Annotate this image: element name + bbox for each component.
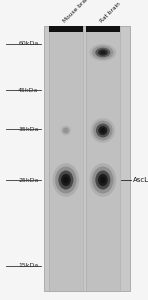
Bar [86, 26, 120, 291]
Ellipse shape [53, 163, 79, 197]
Ellipse shape [58, 170, 73, 190]
Text: 60kDa: 60kDa [18, 41, 38, 46]
Text: 15kDa: 15kDa [18, 263, 38, 268]
Ellipse shape [63, 177, 69, 183]
Ellipse shape [55, 167, 77, 194]
Ellipse shape [98, 174, 108, 186]
Ellipse shape [100, 177, 106, 183]
Ellipse shape [92, 167, 114, 194]
Ellipse shape [96, 124, 110, 137]
Ellipse shape [98, 50, 108, 56]
Text: 45kDa: 45kDa [18, 88, 38, 92]
Ellipse shape [61, 126, 70, 135]
Bar [49, 26, 83, 32]
Ellipse shape [100, 128, 105, 133]
Ellipse shape [92, 46, 114, 59]
Ellipse shape [93, 121, 113, 140]
Bar [86, 26, 120, 32]
Text: Mouse brain: Mouse brain [62, 0, 91, 24]
Ellipse shape [95, 48, 110, 57]
Bar [49, 26, 83, 291]
Ellipse shape [90, 44, 116, 61]
Text: Rat brain: Rat brain [99, 2, 122, 24]
Bar [44, 26, 130, 291]
Ellipse shape [95, 170, 110, 190]
Ellipse shape [91, 118, 115, 143]
Ellipse shape [60, 125, 72, 136]
Ellipse shape [100, 51, 106, 54]
Ellipse shape [61, 174, 71, 186]
Ellipse shape [90, 163, 116, 197]
Ellipse shape [63, 128, 69, 133]
Text: AscL1: AscL1 [133, 177, 148, 183]
Text: 35kDa: 35kDa [18, 127, 38, 131]
Ellipse shape [98, 126, 107, 135]
Text: 25kDa: 25kDa [18, 178, 38, 182]
